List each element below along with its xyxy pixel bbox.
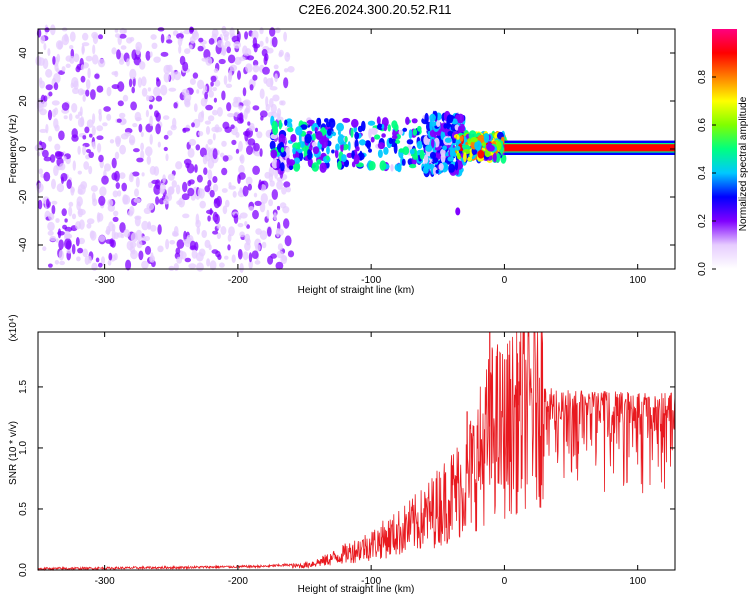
- spectrogram-x-tick-label: -200: [228, 275, 248, 286]
- spectrogram-region-4: [504, 140, 675, 155]
- spectrogram-outlier: [455, 207, 461, 216]
- snr-y-tick-label: 1.5: [18, 380, 29, 394]
- spectrogram-y-label: Frequency (Hz): [8, 115, 19, 184]
- spectrogram-x-label: Height of straight line (km): [298, 285, 415, 296]
- snr-y-label: SNR (10 * v/v): [8, 421, 19, 485]
- snr-y-tick-label: 0.0: [18, 563, 29, 577]
- colorbar: 0.0 0.2 0.4 0.6 0.8 Normalized spectral ampl…: [697, 29, 749, 276]
- spectrogram-x-tick-label: 0: [502, 275, 508, 286]
- spectrogram-x-tick-label: -300: [95, 275, 115, 286]
- snr-multiplier: (x10⁴): [8, 314, 19, 341]
- snr-y-ticks: 0.0 0.5 1.0 1.5: [18, 380, 675, 577]
- spectrogram-y-tick-label: 40: [18, 47, 29, 59]
- snr-x-tick-label: -300: [95, 576, 115, 587]
- snr-x-tick-label: -200: [228, 576, 248, 587]
- spectrogram-x-tick-label: 100: [629, 275, 646, 286]
- colorbar-tick-label: 0.2: [697, 214, 708, 228]
- colorbar-label: Normalized spectral amplitude: [738, 96, 749, 231]
- snr-x-tick-label: 0: [502, 576, 508, 587]
- spectrogram-y-tick-label: 0: [18, 146, 29, 152]
- spectrogram-marks: [34, 24, 675, 273]
- spectrogram-y-tick-label: -20: [18, 189, 29, 204]
- snr-x-tick-label: -100: [361, 576, 381, 587]
- snr-x-ticks: -300 -200 -100 0 100: [95, 332, 646, 587]
- colorbar-tick-label: 0.8: [697, 70, 708, 84]
- snr-frame: [37, 331, 676, 571]
- colorbar-tick-label: 0.6: [697, 118, 708, 132]
- spectrogram-region-1: [269, 115, 427, 173]
- snr-y-tick-label: 1.0: [18, 441, 29, 455]
- snr-panel: -300 -200 -100 0 100 0.0 0.5 1.0 1.5 Height of …: [8, 314, 676, 595]
- spectrogram-y-tick-label: -40: [18, 237, 29, 252]
- spectrogram-region-3: [453, 130, 508, 164]
- colorbar-ticks: 0.0 0.2 0.4 0.6 0.8: [697, 70, 716, 276]
- snr-x-tick-label: 100: [629, 576, 646, 587]
- snr-marks: [37, 331, 676, 572]
- spectrogram-region-0: [34, 24, 295, 273]
- spectrogram-y-ticks: -40 -20 0 20 40: [18, 47, 675, 252]
- snr-x-label: Height of straight line (km): [298, 584, 415, 595]
- snr-y-tick-label: 0.5: [18, 502, 29, 516]
- spectrogram-x-ticks: -300 -200 -100 0 100: [95, 29, 646, 286]
- snr-series-line: [37, 331, 676, 572]
- spectrogram-y-tick-label: 20: [18, 95, 29, 107]
- spectrogram-x-tick-label: -100: [361, 275, 381, 286]
- colorbar-gradient: [712, 29, 737, 269]
- colorbar-tick-label: 0.4: [697, 166, 708, 180]
- figure-title: C2E6.2024.300.20.52.R11: [299, 2, 452, 17]
- colorbar-tick-label: 0.0: [697, 262, 708, 276]
